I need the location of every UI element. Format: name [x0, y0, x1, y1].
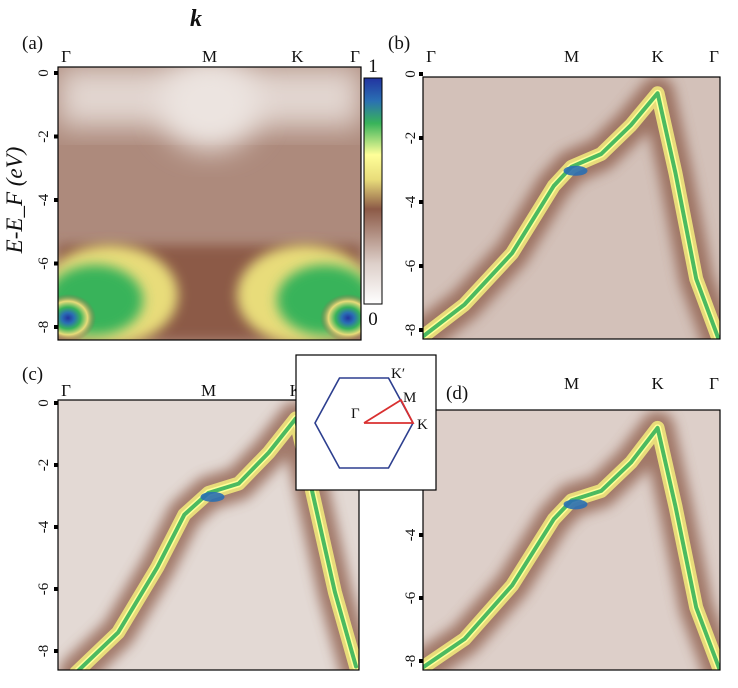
panel-a: (a) — [22, 33, 362, 341]
y-tick-label: -6 — [36, 582, 52, 595]
colorbar-max-label: 1 — [368, 56, 378, 77]
intensity-maximum — [563, 499, 588, 510]
k-point-label: Γ — [350, 47, 360, 66]
band-line — [423, 425, 720, 670]
intensity-maximum — [200, 491, 225, 502]
y-tick-mark — [54, 71, 58, 75]
k-point-label: M — [202, 47, 217, 66]
brillouin-zone-inset: Γ M K K′ — [295, 354, 437, 491]
band-line — [423, 91, 720, 339]
panel-label-c: (c) — [22, 364, 43, 385]
y-tick-mark — [419, 72, 423, 76]
panel-d-frame — [422, 409, 721, 671]
y-tick-mark — [419, 328, 423, 332]
k-point-label: M — [201, 381, 216, 400]
y-tick-mark — [419, 200, 423, 204]
k-point-label: Γ — [709, 374, 719, 393]
y-tick-mark — [419, 264, 423, 268]
y-tick-mark — [419, 136, 423, 140]
y-tick-mark — [419, 533, 423, 537]
y-tick-label: -6 — [36, 257, 52, 270]
band-dispersion-d — [423, 410, 720, 670]
panel-b-intensity — [423, 77, 720, 339]
y-tick-label: -4 — [403, 528, 419, 541]
k-point-label: Γ — [426, 47, 436, 66]
y-tick-mark — [54, 401, 58, 405]
y-tick-mark — [419, 659, 423, 663]
y-tick-mark — [54, 587, 58, 591]
bz-label: K′ — [391, 366, 405, 382]
k-point-label: K — [651, 374, 664, 393]
y-axis-label: E-E_F (eV) — [2, 147, 27, 255]
k-point-label: Γ — [61, 381, 71, 400]
y-tick-label: -8 — [36, 321, 52, 334]
y-tick-mark — [54, 261, 58, 266]
y-tick-mark — [419, 596, 423, 600]
k-point-label: K — [291, 47, 304, 66]
panel-b: (b) — [388, 33, 721, 340]
bz-label: M — [403, 390, 416, 406]
panel-c-frame — [57, 399, 360, 671]
y-tick-label: -4 — [36, 193, 52, 206]
colorbar-scale — [363, 77, 383, 305]
y-tick-label: -6 — [403, 591, 419, 604]
y-tick-label: -8 — [36, 645, 52, 658]
colorbar: 1 0 — [363, 56, 383, 330]
hot-spot — [58, 294, 96, 340]
y-tick-label: -8 — [403, 324, 419, 337]
k-point-label: K — [651, 47, 664, 66]
y-tick-label: -2 — [403, 132, 419, 145]
panel-a-frame — [57, 66, 362, 341]
k-point-label: Γ — [61, 47, 71, 66]
panel-label-d: (d) — [446, 383, 468, 404]
y-tick-mark — [54, 649, 58, 653]
y-tick-label: 0 — [36, 399, 52, 407]
panel-a-intensity — [58, 67, 361, 340]
panel-d-intensity — [423, 410, 720, 670]
y-tick-label: -2 — [36, 459, 52, 472]
y-tick-label: -4 — [403, 195, 419, 208]
y-tick-label: -8 — [403, 655, 419, 668]
y-tick-mark — [54, 463, 58, 467]
colorbar-min-label: 0 — [368, 309, 378, 330]
panel-label-b: (b) — [388, 33, 410, 54]
y-tick-label: 0 — [36, 69, 52, 77]
panel-label-a: (a) — [22, 33, 43, 54]
y-tick-label: -6 — [403, 259, 419, 272]
band-line — [76, 416, 358, 670]
y-tick-label: -2 — [36, 130, 52, 143]
y-tick-mark — [54, 134, 58, 139]
k-point-label: M — [564, 374, 579, 393]
hot-spot — [320, 294, 361, 340]
bz-label: Γ — [351, 406, 360, 422]
y-tick-mark — [54, 198, 58, 202]
y-tick-mark — [54, 525, 58, 529]
bz-label: K — [417, 417, 428, 433]
k-path — [363, 398, 415, 424]
y-tick-label: 0 — [403, 70, 419, 78]
y-tick-label: -4 — [36, 520, 52, 533]
intensity-maximum — [563, 165, 588, 176]
k-point-label: Γ — [709, 47, 719, 66]
panel-d: (d) — [422, 383, 721, 671]
y-tick-mark — [54, 325, 58, 329]
band-dispersion-b — [423, 77, 720, 339]
panel-c: (c) — [22, 364, 360, 671]
panel-b-frame — [422, 76, 721, 340]
k-point-label: M — [564, 47, 579, 66]
band-dispersion-c — [59, 401, 359, 670]
figure-title: k — [190, 6, 202, 32]
panel-c-intensity — [58, 400, 359, 670]
